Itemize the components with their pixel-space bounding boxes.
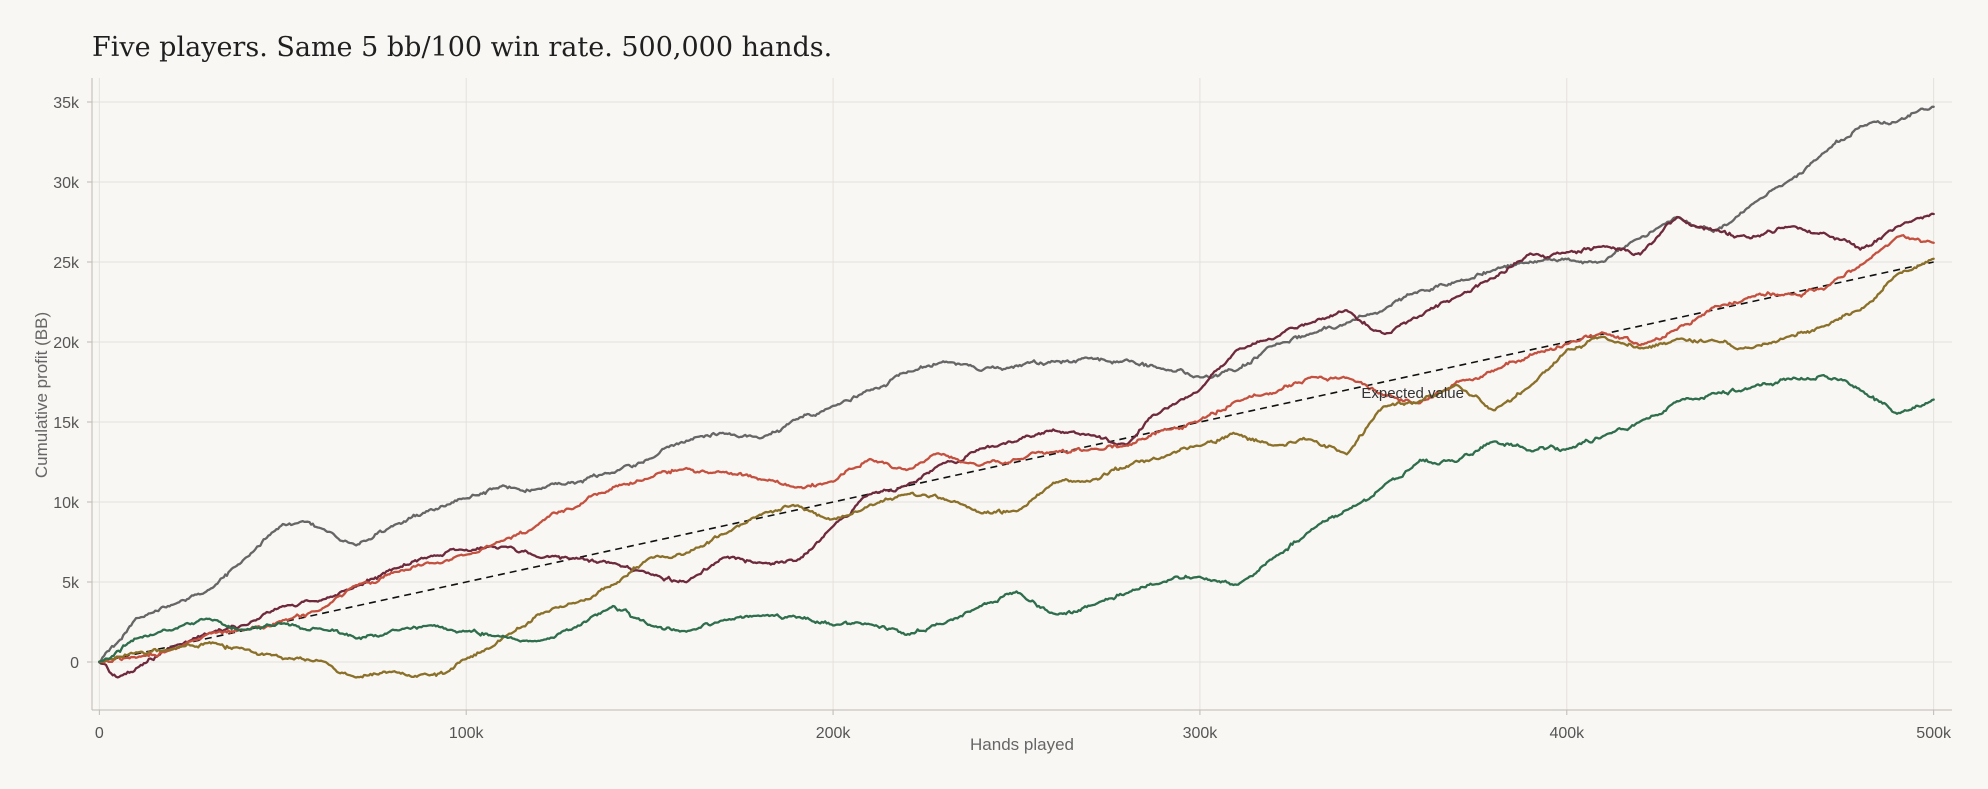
series-group (98, 105, 1935, 679)
series-line-3 (98, 257, 1935, 679)
y-tick-label-6: 30k (53, 175, 80, 192)
y-tick-label-0: 0 (70, 655, 79, 672)
chart-title: Five players. Same 5 bb/100 win rate. 50… (92, 32, 832, 63)
expected-value-group (99, 261, 1934, 663)
x-axis-label: Hands played (970, 735, 1074, 754)
x-tick-labels: 0 100k 200k 300k 400k 500k (95, 710, 1952, 742)
expected-value-annotation: Expected value (1361, 385, 1464, 402)
x-tick-label-1: 100k (449, 725, 485, 742)
series-line-4 (98, 373, 1935, 664)
x-tick-label-3: 300k (1183, 725, 1219, 742)
x-tick-label-5: 500k (1916, 725, 1952, 742)
y-tick-labels: 0 5k 10k 15k 20k 25k 30k 35k (53, 95, 92, 672)
expected-value-line (99, 261, 1934, 663)
grid (92, 78, 1952, 710)
x-tick-label-0: 0 (95, 725, 104, 742)
series-line-2 (98, 234, 1935, 664)
series-line-1 (98, 212, 1935, 679)
y-tick-label-4: 20k (53, 335, 80, 352)
x-tick-label-2: 200k (816, 725, 852, 742)
series-line-0 (98, 105, 1935, 664)
x-tick-label-4: 400k (1549, 725, 1585, 742)
y-tick-label-5: 25k (53, 255, 80, 272)
y-tick-label-2: 10k (53, 495, 80, 512)
y-tick-label-7: 35k (53, 95, 80, 112)
y-axis-label: Cumulative profit (BB) (32, 312, 51, 478)
axes (91, 78, 1952, 711)
y-tick-label-1: 5k (62, 575, 80, 592)
y-tick-label-3: 15k (53, 415, 80, 432)
